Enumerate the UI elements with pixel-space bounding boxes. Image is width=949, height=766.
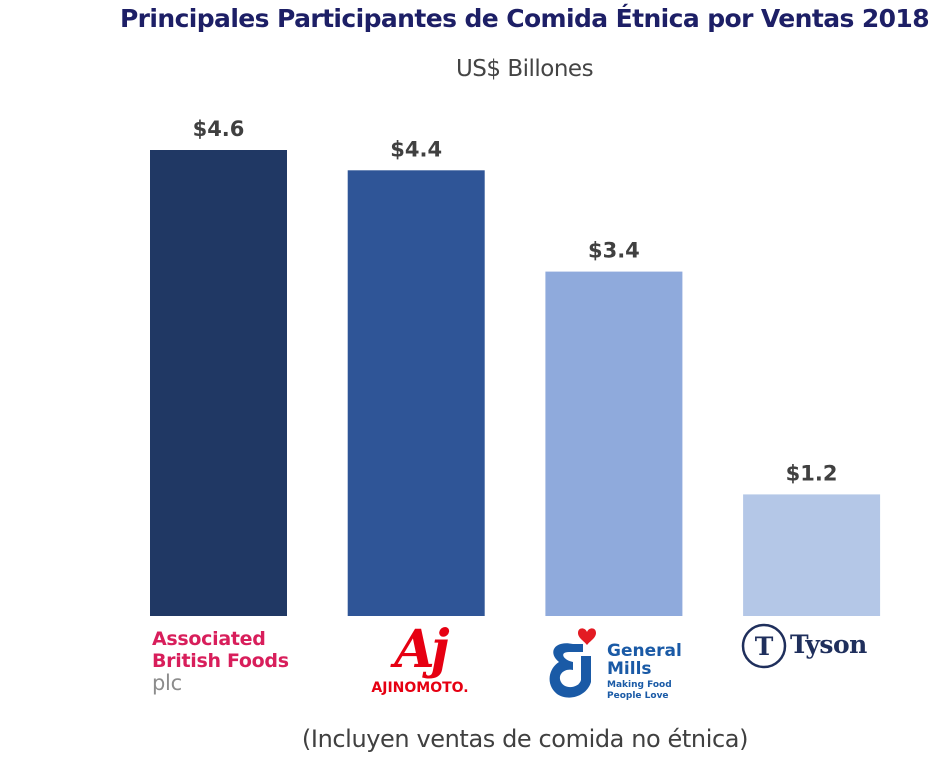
data-label-0: $4.6 bbox=[193, 117, 245, 141]
heart-icon bbox=[578, 628, 596, 645]
bar-3 bbox=[743, 494, 881, 616]
abf-line2: British Foods bbox=[152, 650, 289, 672]
bar-1 bbox=[347, 170, 485, 617]
general-mills-g-icon: G bbox=[549, 628, 596, 698]
logo-tyson: T Tyson bbox=[740, 622, 900, 672]
general-mills-tag2: People Love bbox=[607, 691, 669, 701]
bar-2 bbox=[545, 271, 683, 616]
data-label-3: $1.2 bbox=[786, 461, 838, 485]
tyson-t-icon: T bbox=[741, 623, 787, 669]
general-mills-tagline: Making Food People Love bbox=[607, 680, 672, 702]
bar-0 bbox=[150, 150, 287, 616]
logo-associated-british-foods: Associated British Foods plc bbox=[152, 628, 322, 694]
abf-line3: plc bbox=[152, 671, 182, 695]
logo-general-mills: G General Mills Making Food People Love bbox=[543, 622, 713, 712]
general-mills-line2: Mills bbox=[607, 659, 652, 679]
chart-subtitle: US$ Billones bbox=[455, 56, 594, 82]
tyson-mark: T bbox=[755, 632, 774, 661]
chart-footnote: (Incluyen ventas de comida no étnica) bbox=[301, 725, 749, 753]
data-label-1: $4.4 bbox=[390, 137, 442, 161]
general-mills-tag1: Making Food bbox=[607, 680, 672, 690]
ajinomoto-mark: Aj bbox=[394, 619, 449, 680]
logo-ajinomoto: Aj AJINOMOTO. bbox=[360, 619, 480, 697]
abf-line1: Associated bbox=[152, 628, 266, 650]
tyson-wordmark: Tyson bbox=[790, 630, 867, 659]
data-label-2: $3.4 bbox=[588, 239, 640, 263]
general-mills-mark: G bbox=[571, 677, 579, 688]
chart-title: Principales Participantes de Comida Étni… bbox=[119, 4, 930, 33]
general-mills-wordmark: General Mills bbox=[607, 642, 682, 678]
general-mills-line1: General bbox=[607, 641, 682, 661]
ajinomoto-wordmark: AJINOMOTO. bbox=[371, 680, 469, 696]
